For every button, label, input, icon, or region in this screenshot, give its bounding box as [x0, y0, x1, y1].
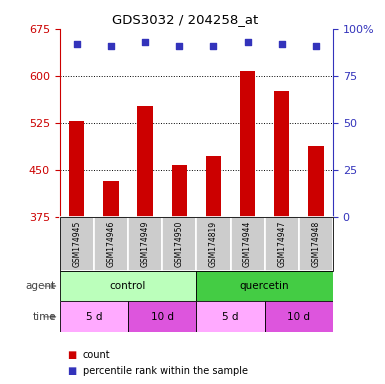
Bar: [274, 91, 290, 217]
Bar: [60, 271, 196, 301]
Text: GSM174948: GSM174948: [311, 221, 320, 267]
Bar: [60, 217, 94, 271]
Text: 10 d: 10 d: [151, 312, 174, 322]
Text: GSM174945: GSM174945: [72, 221, 81, 267]
Bar: [299, 217, 333, 271]
Text: ■: ■: [67, 366, 77, 376]
Bar: [128, 301, 196, 332]
Bar: [172, 165, 187, 217]
Bar: [128, 217, 162, 271]
Text: 5 d: 5 d: [222, 312, 239, 322]
Point: [244, 39, 251, 45]
Text: 5 d: 5 d: [85, 312, 102, 322]
Bar: [69, 121, 84, 217]
Text: time: time: [32, 312, 56, 322]
Bar: [265, 301, 333, 332]
Text: agent: agent: [26, 281, 56, 291]
Bar: [196, 271, 333, 301]
Text: control: control: [110, 281, 146, 291]
Bar: [240, 71, 255, 217]
Bar: [137, 106, 153, 217]
Bar: [103, 181, 119, 217]
Bar: [162, 217, 196, 271]
Bar: [196, 217, 231, 271]
Bar: [94, 217, 128, 271]
Point: [74, 41, 80, 47]
Text: count: count: [83, 350, 110, 360]
Point: [108, 43, 114, 49]
Text: GDS3032 / 204258_at: GDS3032 / 204258_at: [112, 13, 258, 26]
Text: GSM174947: GSM174947: [277, 221, 286, 267]
Text: quercetin: quercetin: [240, 281, 290, 291]
Bar: [308, 146, 324, 217]
Point: [142, 39, 148, 45]
Text: GSM174946: GSM174946: [106, 221, 115, 267]
Text: GSM174950: GSM174950: [175, 221, 184, 267]
Text: percentile rank within the sample: percentile rank within the sample: [83, 366, 248, 376]
Bar: [231, 217, 264, 271]
Text: ■: ■: [67, 350, 77, 360]
Text: GSM174949: GSM174949: [141, 221, 150, 267]
Bar: [60, 301, 128, 332]
Point: [279, 41, 285, 47]
Bar: [206, 156, 221, 217]
Point: [313, 43, 319, 49]
Bar: [264, 217, 299, 271]
Point: [176, 43, 182, 49]
Point: [210, 43, 216, 49]
Text: GSM174944: GSM174944: [243, 221, 252, 267]
Bar: [196, 301, 264, 332]
Text: GSM174819: GSM174819: [209, 221, 218, 267]
Text: 10 d: 10 d: [287, 312, 310, 322]
